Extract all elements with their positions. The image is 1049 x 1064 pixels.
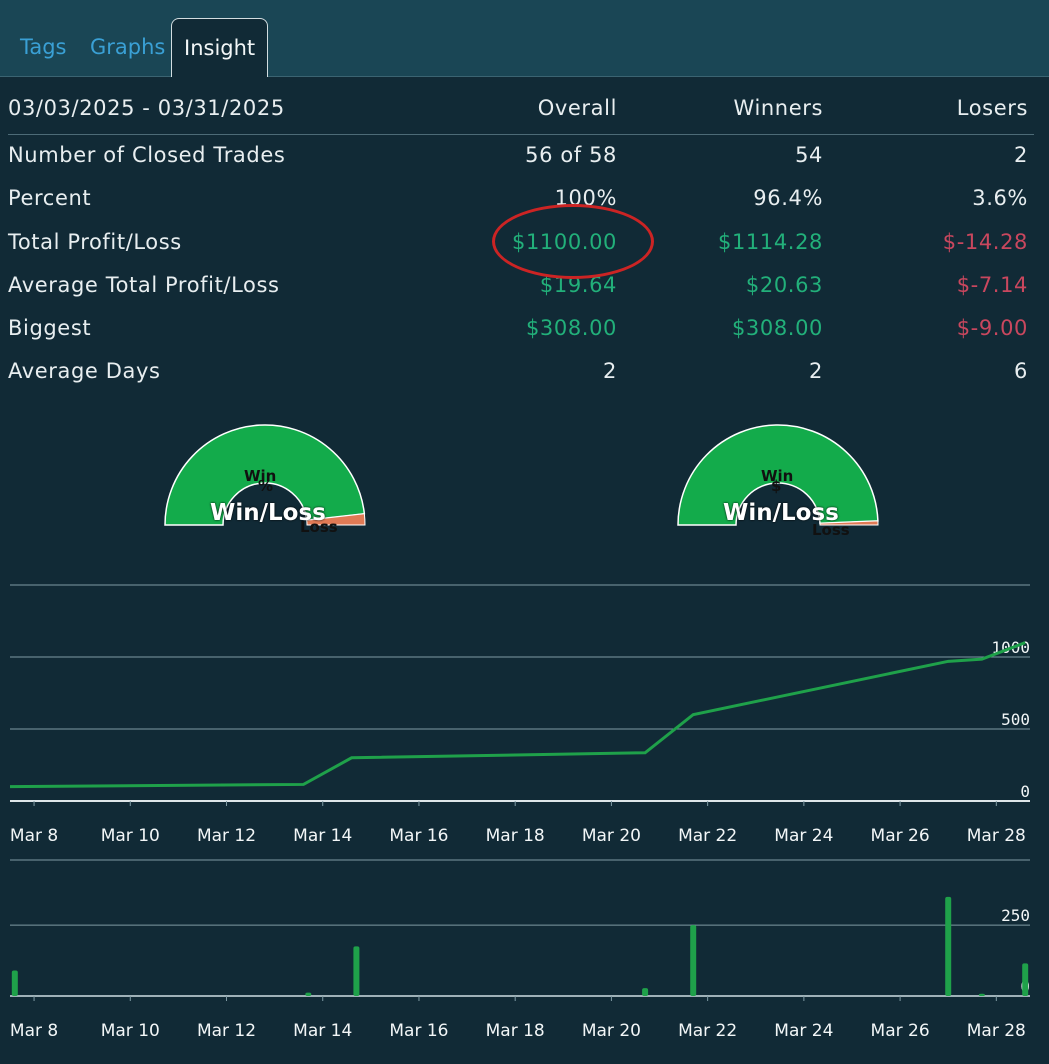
x-tick-label: Mar 12 <box>197 1021 256 1041</box>
losers-value: $-14.28 <box>942 230 1028 254</box>
row-label: Percent <box>8 186 92 210</box>
losers-value: 3.6% <box>972 186 1028 210</box>
tab-tags[interactable]: Tags <box>20 35 67 59</box>
gauge-loss-label: Loss <box>812 521 850 539</box>
gauge-percent-svg <box>164 424 366 526</box>
gauge-dollar: Win $ Win/Loss Loss <box>673 420 883 539</box>
gauge-win-arc <box>164 424 366 526</box>
row-label: Total Profit/Loss <box>8 230 182 254</box>
x-tick-label: Mar 16 <box>389 1021 448 1041</box>
x-tick-label: Mar 28 <box>967 826 1026 846</box>
gauge-title: Win/Loss <box>723 500 839 526</box>
losers-value: 6 <box>1014 359 1028 383</box>
x-tick-label: Mar 10 <box>101 1021 160 1041</box>
x-tick-label: Mar 18 <box>486 826 545 846</box>
header-divider <box>8 134 1034 135</box>
x-tick-label: Mar 18 <box>486 1021 545 1041</box>
x-tick-label: Mar 16 <box>389 826 448 846</box>
x-tick-label: Mar 22 <box>678 1021 737 1041</box>
overall-value: 2 <box>603 359 617 383</box>
row-label: Biggest <box>8 316 92 340</box>
bar <box>11 970 18 996</box>
x-tick-label: Mar 8 <box>10 826 58 846</box>
bar <box>305 992 312 996</box>
x-tick-label: Mar 8 <box>10 1021 58 1041</box>
x-tick-label: Mar 14 <box>293 826 352 846</box>
bar <box>1022 963 1029 996</box>
bar <box>690 925 697 996</box>
gauge-loss-arc <box>819 520 879 526</box>
winners-value: $20.63 <box>745 273 823 297</box>
overall-header: Overall <box>537 96 617 120</box>
tab-bar: Tags Graphs Insight <box>0 0 1049 77</box>
x-tick-label: Mar 20 <box>582 1021 641 1041</box>
row-label: Average Total Profit/Loss <box>8 273 280 297</box>
tab-graphs[interactable]: Graphs <box>90 35 166 59</box>
overall-value: 56 of 58 <box>525 143 617 167</box>
gauge-win-label: Win <box>761 467 794 485</box>
winners-value: 2 <box>809 359 823 383</box>
gauge-win-label: Win <box>244 467 277 485</box>
gauge-win-arc <box>677 424 879 526</box>
stats-row-average-days: Average Days 2 2 6 <box>0 353 1049 393</box>
bar <box>642 988 649 996</box>
y-tick-label: 0 <box>1020 782 1030 801</box>
bar <box>978 993 985 996</box>
overall-value: $308.00 <box>525 316 617 340</box>
highlight-circle <box>492 204 654 279</box>
x-tick-label: Mar 14 <box>293 1021 352 1041</box>
y-tick-label: 250 <box>1001 906 1030 925</box>
x-tick-label: Mar 20 <box>582 826 641 846</box>
bar <box>945 896 952 996</box>
x-tick-label: Mar 12 <box>197 826 256 846</box>
losers-header: Losers <box>956 96 1028 120</box>
tab-insight[interactable]: Insight <box>171 18 269 77</box>
gauge-symbol: % <box>258 477 274 495</box>
winners-header: Winners <box>733 96 823 120</box>
cumulative-pl-line <box>9 641 1026 789</box>
bar <box>353 946 360 996</box>
x-tick-label: Mar 28 <box>967 1021 1026 1041</box>
losers-value: $-7.14 <box>956 273 1028 297</box>
winners-value: 54 <box>795 143 823 167</box>
x-tick-label: Mar 22 <box>678 826 737 846</box>
gauge-title: Win/Loss <box>210 500 326 526</box>
stats-row-percent: Percent 100% 96.4% 3.6% <box>0 180 1049 220</box>
stats-header-row: 03/03/2025 - 03/31/2025 Overall Winners … <box>0 90 1049 130</box>
stats-row-closed-trades: Number of Closed Trades 56 of 58 54 2 <box>0 137 1049 177</box>
gauge-loss-arc <box>306 513 366 526</box>
date-range: 03/03/2025 - 03/31/2025 <box>8 96 285 120</box>
row-label: Average Days <box>8 359 161 383</box>
winners-value: $308.00 <box>731 316 823 340</box>
gauge-loss-label: Loss <box>300 518 338 536</box>
gauge-dollar-svg <box>677 424 879 526</box>
x-tick-label: Mar 24 <box>774 826 833 846</box>
winners-value: 96.4% <box>753 186 823 210</box>
x-tick-label: Mar 26 <box>871 826 930 846</box>
x-tick-label: Mar 10 <box>101 826 160 846</box>
stats-row-biggest: Biggest $308.00 $308.00 $-9.00 <box>0 310 1049 350</box>
stats-row-average-pl: Average Total Profit/Loss $19.64 $20.63 … <box>0 267 1049 307</box>
gauge-percent: Win % Win/Loss Loss <box>160 420 370 536</box>
row-label: Number of Closed Trades <box>8 143 286 167</box>
y-tick-label: 500 <box>1001 710 1030 729</box>
gauge-symbol: $ <box>771 477 782 495</box>
x-tick-label: Mar 26 <box>871 1021 930 1041</box>
losers-value: 2 <box>1014 143 1028 167</box>
losers-value: $-9.00 <box>956 316 1028 340</box>
x-tick-label: Mar 24 <box>774 1021 833 1041</box>
winners-value: $1114.28 <box>717 230 823 254</box>
